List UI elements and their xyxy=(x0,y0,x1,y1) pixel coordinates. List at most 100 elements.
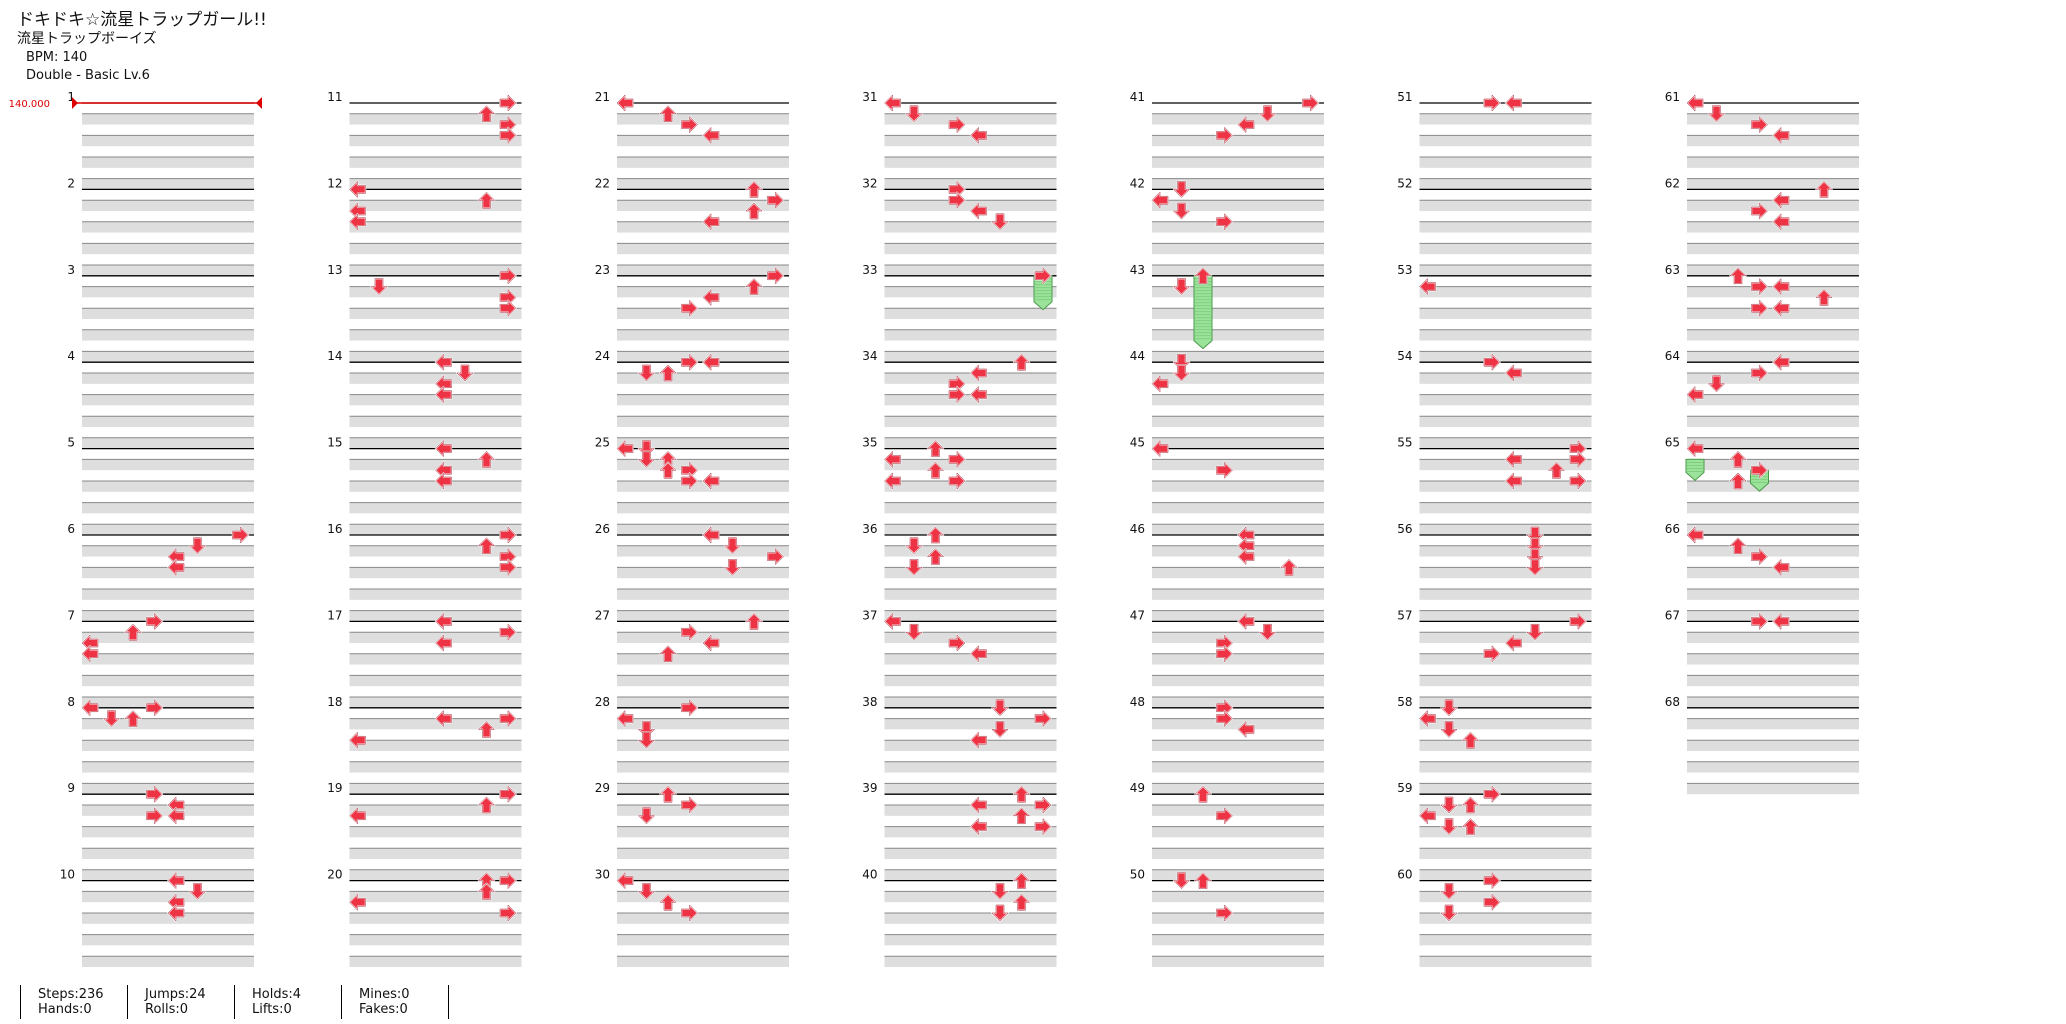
beat-band xyxy=(349,394,522,406)
beat-band xyxy=(349,221,522,233)
arrow-note xyxy=(1012,353,1031,371)
beat-band xyxy=(1687,653,1859,665)
arrow-outline xyxy=(1729,472,1747,490)
beat-band xyxy=(349,934,522,946)
arrow-note xyxy=(188,537,207,555)
arrow-outline xyxy=(499,558,517,576)
arrow-note xyxy=(499,785,517,803)
arrow-note xyxy=(1034,267,1052,285)
beat-band xyxy=(1419,718,1592,730)
arrow-note xyxy=(926,526,945,544)
arrow-note xyxy=(1707,375,1726,393)
beat-band xyxy=(1419,632,1592,643)
arrow-outline xyxy=(1505,364,1522,382)
arrow-note xyxy=(167,558,185,577)
arrow-note xyxy=(948,115,966,134)
arrow-outline xyxy=(1151,440,1169,458)
arrow-outline xyxy=(1569,450,1587,468)
arrow-outline xyxy=(1216,904,1233,922)
beat-band xyxy=(1152,286,1324,298)
arrow-note xyxy=(1483,645,1501,663)
beat-band xyxy=(1419,891,1592,903)
arrow-note xyxy=(370,277,388,296)
arrow-note xyxy=(1504,472,1523,490)
arrow-outline xyxy=(1194,267,1212,285)
arrow-outline xyxy=(1686,440,1704,458)
arrow-note xyxy=(969,202,988,220)
arrow-outline xyxy=(232,526,249,544)
arrow-outline xyxy=(616,94,634,112)
song-artist: 流星トラップボーイズ xyxy=(17,31,157,47)
beat-band xyxy=(884,308,1057,319)
beat-band xyxy=(1687,157,1859,168)
beat-band xyxy=(1152,351,1324,363)
arrow-note xyxy=(723,537,742,555)
beat-band xyxy=(617,524,789,535)
arrow-note xyxy=(1504,364,1523,382)
beat-band xyxy=(1687,545,1859,557)
arrow-outline xyxy=(1172,872,1191,889)
arrow-outline xyxy=(477,796,496,814)
arrow-outline xyxy=(681,796,698,814)
measure-number: 30 xyxy=(595,868,610,882)
measure-number: 34 xyxy=(862,349,877,363)
arrow-outline xyxy=(1707,105,1726,123)
beat-band xyxy=(617,308,789,319)
arrow-outline xyxy=(1461,731,1480,749)
arrow-outline xyxy=(659,461,677,479)
arrow-outline xyxy=(1258,623,1277,641)
beat-band xyxy=(349,157,522,168)
arrow-outline xyxy=(970,364,987,382)
arrow-note xyxy=(1504,450,1523,469)
arrow-note xyxy=(124,623,142,641)
arrow-note xyxy=(969,385,988,404)
arrow-outline xyxy=(702,126,720,144)
beat-band xyxy=(1419,286,1592,298)
beat-band xyxy=(1152,437,1324,449)
arrow-note xyxy=(1815,288,1833,307)
arrow-note xyxy=(1194,871,1212,890)
beat-band xyxy=(1419,502,1592,514)
arrow-note xyxy=(1729,472,1747,490)
arrow-outline xyxy=(477,191,496,209)
arrow-outline xyxy=(499,299,517,317)
arrow-outline xyxy=(1237,612,1255,630)
arrow-note xyxy=(1526,558,1544,577)
arrow-note xyxy=(1461,817,1480,836)
beat-band xyxy=(82,675,254,687)
beat-band xyxy=(349,913,522,924)
beat-band xyxy=(1152,956,1324,967)
beat-band xyxy=(349,826,522,838)
arrow-note xyxy=(659,105,677,123)
arrow-outline xyxy=(1216,213,1233,231)
arrow-outline xyxy=(616,872,634,890)
arrow-note xyxy=(1750,461,1769,479)
beat-band xyxy=(1152,610,1324,622)
measure-number: 2 xyxy=(67,176,75,190)
beat-band xyxy=(884,135,1057,147)
arrow-note xyxy=(659,893,677,911)
song-title: ドキドキ☆流星トラップガール!! xyxy=(17,10,267,30)
arrow-note xyxy=(477,537,496,555)
measure-number: 56 xyxy=(1397,522,1412,536)
arrow-outline xyxy=(499,710,517,728)
arrow-outline xyxy=(1772,612,1790,630)
beat-band xyxy=(349,437,522,449)
arrow-note xyxy=(991,213,1009,231)
beat-band xyxy=(1687,113,1859,125)
beat-band xyxy=(349,589,522,600)
beat-band xyxy=(1687,373,1859,384)
arrow-outline xyxy=(970,645,987,663)
arrow-note xyxy=(1750,202,1769,220)
stats-cell-mines: Mines:0 Fakes:0 xyxy=(342,985,449,1019)
arrow-outline xyxy=(1815,181,1833,198)
arrow-outline xyxy=(681,623,698,641)
arrow-note xyxy=(348,213,367,231)
arrow-outline xyxy=(1034,796,1052,814)
beat-band xyxy=(1419,329,1592,341)
arrow-note xyxy=(1151,375,1169,393)
arrow-outline xyxy=(1505,634,1522,652)
arrow-outline xyxy=(167,904,185,922)
beat-band xyxy=(1687,437,1859,449)
arrow-note xyxy=(348,893,367,911)
